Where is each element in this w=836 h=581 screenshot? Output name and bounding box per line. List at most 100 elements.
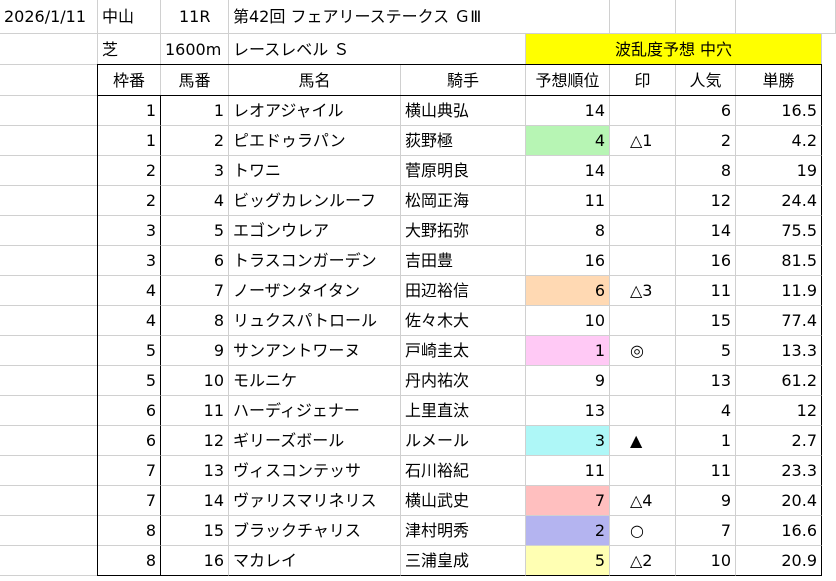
- waku-cell[interactable]: 6: [98, 426, 161, 456]
- horse-name-cell[interactable]: サンアントワーヌ: [229, 336, 401, 366]
- horse-name-cell[interactable]: リュクスパトロール: [229, 306, 401, 336]
- mark-cell[interactable]: ○: [610, 516, 676, 546]
- horse-name-cell[interactable]: ハーディジェナー: [229, 396, 401, 426]
- odds-cell[interactable]: 19: [736, 156, 822, 186]
- odds-cell[interactable]: 61.2: [736, 366, 822, 396]
- rank-cell[interactable]: 14: [526, 156, 610, 186]
- empty-cell[interactable]: [0, 456, 98, 486]
- venue-cell[interactable]: 中山: [98, 0, 161, 34]
- popularity-cell[interactable]: 12: [676, 186, 736, 216]
- waku-cell[interactable]: 7: [98, 486, 161, 516]
- rank-cell[interactable]: 5: [526, 546, 610, 576]
- popularity-cell[interactable]: 14: [676, 216, 736, 246]
- column-header[interactable]: 印: [610, 65, 676, 96]
- rank-cell[interactable]: 4: [526, 126, 610, 156]
- jockey-cell[interactable]: 大野拓弥: [401, 216, 526, 246]
- horse-name-cell[interactable]: トラスコンガーデン: [229, 246, 401, 276]
- mark-cell[interactable]: △4: [610, 486, 676, 516]
- waku-cell[interactable]: 1: [98, 126, 161, 156]
- horse-name-cell[interactable]: ヴィスコンテッサ: [229, 456, 401, 486]
- jockey-cell[interactable]: 津村明秀: [401, 516, 526, 546]
- rank-cell[interactable]: 11: [526, 456, 610, 486]
- popularity-cell[interactable]: 4: [676, 396, 736, 426]
- forecast-cell[interactable]: 波乱度予想 中穴: [526, 34, 822, 65]
- mark-cell[interactable]: ◎: [610, 336, 676, 366]
- race-name-cell[interactable]: 第42回 フェアリーステークス ＧⅢ: [229, 0, 526, 34]
- column-header[interactable]: 馬番: [161, 65, 229, 96]
- popularity-cell[interactable]: 6: [676, 96, 736, 126]
- horse-name-cell[interactable]: ピエドゥラパン: [229, 126, 401, 156]
- waku-cell[interactable]: 4: [98, 276, 161, 306]
- date-cell[interactable]: 2026/1/11: [0, 0, 98, 34]
- empty-cell[interactable]: [0, 216, 98, 246]
- odds-cell[interactable]: 16.6: [736, 516, 822, 546]
- race-level-cell[interactable]: レースレベル Ｓ: [229, 34, 526, 65]
- rank-cell[interactable]: 14: [526, 96, 610, 126]
- odds-cell[interactable]: 16.5: [736, 96, 822, 126]
- popularity-cell[interactable]: 15: [676, 306, 736, 336]
- rank-cell[interactable]: 3: [526, 426, 610, 456]
- empty-cell[interactable]: [0, 336, 98, 366]
- waku-cell[interactable]: 8: [98, 516, 161, 546]
- popularity-cell[interactable]: 11: [676, 456, 736, 486]
- popularity-cell[interactable]: 5: [676, 336, 736, 366]
- rank-cell[interactable]: 11: [526, 186, 610, 216]
- waku-cell[interactable]: 3: [98, 216, 161, 246]
- umaban-cell[interactable]: 10: [161, 366, 229, 396]
- mark-cell[interactable]: △2: [610, 546, 676, 576]
- popularity-cell[interactable]: 2: [676, 126, 736, 156]
- rank-cell[interactable]: 7: [526, 486, 610, 516]
- jockey-cell[interactable]: 菅原明良: [401, 156, 526, 186]
- waku-cell[interactable]: 7: [98, 456, 161, 486]
- odds-cell[interactable]: 2.7: [736, 426, 822, 456]
- umaban-cell[interactable]: 16: [161, 546, 229, 576]
- empty-cell[interactable]: [0, 426, 98, 456]
- column-header[interactable]: 馬名: [229, 65, 401, 96]
- empty-cell[interactable]: [0, 156, 98, 186]
- empty-cell[interactable]: [526, 0, 610, 34]
- jockey-cell[interactable]: 佐々木大: [401, 306, 526, 336]
- rank-cell[interactable]: 8: [526, 216, 610, 246]
- popularity-cell[interactable]: 7: [676, 516, 736, 546]
- popularity-cell[interactable]: 11: [676, 276, 736, 306]
- empty-cell[interactable]: [0, 186, 98, 216]
- umaban-cell[interactable]: 2: [161, 126, 229, 156]
- race-no-cell[interactable]: 11R: [161, 0, 229, 34]
- column-header[interactable]: 単勝: [736, 65, 822, 96]
- horse-name-cell[interactable]: マカレイ: [229, 546, 401, 576]
- empty-cell[interactable]: [0, 366, 98, 396]
- waku-cell[interactable]: 6: [98, 396, 161, 426]
- jockey-cell[interactable]: 横山武史: [401, 486, 526, 516]
- mark-cell[interactable]: [610, 246, 676, 276]
- rank-cell[interactable]: 10: [526, 306, 610, 336]
- mark-cell[interactable]: △3: [610, 276, 676, 306]
- mark-cell[interactable]: [610, 456, 676, 486]
- waku-cell[interactable]: 2: [98, 156, 161, 186]
- jockey-cell[interactable]: 横山典弘: [401, 96, 526, 126]
- empty-cell[interactable]: [0, 396, 98, 426]
- umaban-cell[interactable]: 3: [161, 156, 229, 186]
- odds-cell[interactable]: 81.5: [736, 246, 822, 276]
- popularity-cell[interactable]: 13: [676, 366, 736, 396]
- column-header[interactable]: 人気: [676, 65, 736, 96]
- mark-cell[interactable]: [610, 96, 676, 126]
- umaban-cell[interactable]: 9: [161, 336, 229, 366]
- popularity-cell[interactable]: 8: [676, 156, 736, 186]
- odds-cell[interactable]: 75.5: [736, 216, 822, 246]
- umaban-cell[interactable]: 7: [161, 276, 229, 306]
- jockey-cell[interactable]: ルメール: [401, 426, 526, 456]
- empty-cell[interactable]: [0, 306, 98, 336]
- jockey-cell[interactable]: 石川裕紀: [401, 456, 526, 486]
- odds-cell[interactable]: 20.9: [736, 546, 822, 576]
- rank-cell[interactable]: 16: [526, 246, 610, 276]
- umaban-cell[interactable]: 8: [161, 306, 229, 336]
- mark-cell[interactable]: △1: [610, 126, 676, 156]
- mark-cell[interactable]: [610, 186, 676, 216]
- umaban-cell[interactable]: 6: [161, 246, 229, 276]
- jockey-cell[interactable]: 荻野極: [401, 126, 526, 156]
- horse-name-cell[interactable]: ブラックチャリス: [229, 516, 401, 546]
- empty-cell[interactable]: [0, 126, 98, 156]
- popularity-cell[interactable]: 9: [676, 486, 736, 516]
- waku-cell[interactable]: 5: [98, 366, 161, 396]
- empty-cell[interactable]: [0, 246, 98, 276]
